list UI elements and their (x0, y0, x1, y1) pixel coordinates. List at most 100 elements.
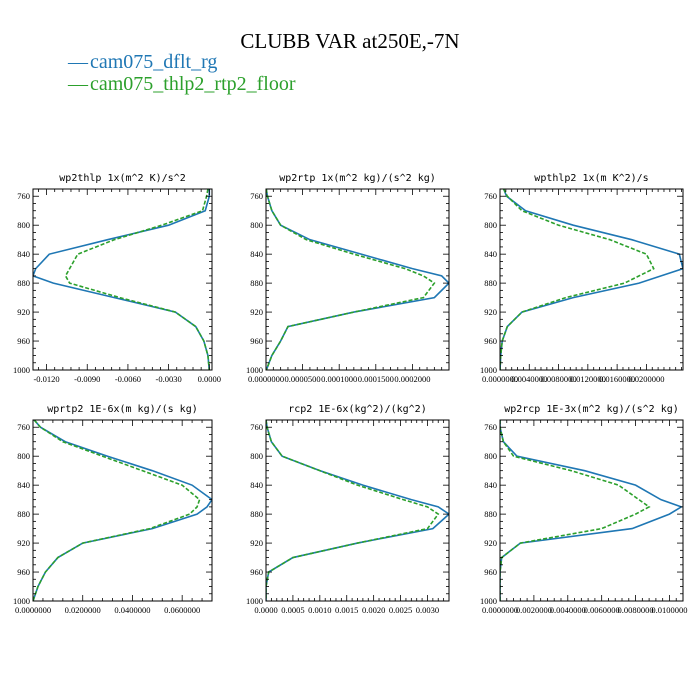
x-tick-label: 0.0000500 (285, 374, 321, 384)
x-tick-label: 0.0000000 (248, 374, 284, 384)
y-tick-label: 920 (484, 307, 497, 317)
legend-marker-2: — (67, 73, 89, 95)
panel-2: wp2rtp 1x(m^2 kg)/(s^2 kg) 760 800 840 880 92… (246, 173, 450, 384)
y-tick-label: 840 (17, 249, 30, 259)
y-tick-label: 840 (17, 480, 30, 490)
x-tick-label: 0.0100000 (651, 605, 687, 615)
y-tick-label: 840 (484, 480, 497, 490)
y-tick-label: 840 (250, 480, 263, 490)
series-line-2 (33, 420, 201, 601)
series-line-2 (500, 420, 651, 601)
y-tick-label: 1000 (13, 596, 30, 606)
y-tick-label: 1000 (480, 596, 497, 606)
panel-title: rcp2 1E-6x(kg^2)/(kg^2) (288, 404, 426, 415)
panel-1: wp2thlp 1x(m^2 K)/s^2 760 800 840 880 920 960 1… (13, 173, 221, 384)
panel-4: wprtp2 1E-6x(m kg)/(s kg) 760 800 840 880 920… (13, 404, 213, 615)
plot-frame (499, 419, 684, 602)
y-tick-label: 960 (250, 567, 263, 577)
x-tick-label: 0.0030 (416, 605, 439, 615)
panel-3: wpthlp2 1x(m K^2)/s 760 800 840 880 920 960 100… (480, 173, 684, 384)
legend-entry-1: cam075_dflt_rg (90, 51, 217, 73)
y-tick-label: 880 (484, 509, 497, 519)
x-tick-label: -0.0090 (74, 374, 100, 384)
x-tick-label: 0.0002000 (394, 374, 430, 384)
x-tick-label: 0.0000 (198, 374, 221, 384)
x-tick-label: 0.0000 (254, 605, 277, 615)
y-tick-label: 760 (17, 422, 30, 432)
x-tick-label: 0.0000000 (482, 374, 518, 384)
y-tick-label: 840 (250, 249, 263, 259)
x-tick-label: -0.0030 (155, 374, 181, 384)
x-tick-label: 0.0600000 (164, 605, 200, 615)
x-tick-label: 0.0200000 (65, 605, 101, 615)
y-tick-label: 920 (17, 538, 30, 548)
series-line-2 (266, 420, 440, 601)
x-tick-label: 0.0160000 (599, 374, 635, 384)
x-tick-label: 0.0001500 (358, 374, 394, 384)
series-line-1 (500, 189, 683, 370)
y-tick-label: 1000 (246, 596, 263, 606)
y-tick-label: 840 (484, 249, 497, 259)
legend-marker-1: — (67, 51, 89, 73)
y-tick-label: 920 (250, 307, 263, 317)
y-tick-label: 880 (17, 278, 30, 288)
figure-title: CLUBB VAR at250E,-7N (240, 29, 459, 53)
series-line-2 (64, 189, 211, 370)
x-tick-label: 0.0020000 (516, 605, 552, 615)
y-tick-label: 800 (250, 451, 263, 461)
y-tick-label: 960 (484, 336, 497, 346)
panel-title: wp2rtp 1x(m^2 kg)/(s^2 kg) (279, 173, 436, 184)
y-tick-label: 1000 (13, 365, 30, 375)
x-tick-label: 0.0025 (389, 605, 412, 615)
y-tick-label: 1000 (246, 365, 263, 375)
panel-title: wp2rcp 1E-3x(m^2 kg)/(s^2 kg) (504, 404, 679, 415)
y-tick-label: 760 (484, 191, 497, 201)
series-line-2 (266, 189, 436, 370)
x-tick-label: 0.0200000 (628, 374, 664, 384)
panel-title: wp2thlp 1x(m^2 K)/s^2 (59, 173, 185, 184)
x-tick-label: 0.0010 (308, 605, 331, 615)
x-tick-label: 0.0015 (335, 605, 358, 615)
x-tick-label: 0.0040000 (511, 374, 547, 384)
x-tick-label: 0.0020 (362, 605, 385, 615)
y-tick-label: 760 (250, 191, 263, 201)
legend-entry-2: cam075_thlp2_rtp2_floor (90, 73, 296, 95)
plot-frame (32, 188, 213, 371)
y-tick-label: 760 (484, 422, 497, 432)
y-tick-label: 800 (250, 220, 263, 230)
panel-title: wpthlp2 1x(m K^2)/s (534, 173, 648, 184)
y-tick-label: 800 (484, 220, 497, 230)
x-tick-label: -0.0060 (115, 374, 141, 384)
y-tick-label: 880 (484, 278, 497, 288)
y-tick-label: 760 (250, 422, 263, 432)
plot-frame (499, 188, 684, 371)
y-tick-label: 920 (17, 307, 30, 317)
panel-5: rcp2 1E-6x(kg^2)/(kg^2) 760 800 840 880 920 96… (246, 404, 450, 615)
x-tick-label: 0.0040000 (550, 605, 586, 615)
y-tick-label: 760 (17, 191, 30, 201)
y-tick-label: 1000 (480, 365, 497, 375)
x-tick-label: -0.0120 (33, 374, 59, 384)
x-tick-label: 0.0080000 (540, 374, 576, 384)
panels: wp2thlp 1x(m^2 K)/s^2 760 800 840 880 920 960 1… (13, 173, 688, 615)
x-tick-label: 0.0120000 (570, 374, 606, 384)
y-tick-label: 960 (17, 336, 30, 346)
y-tick-label: 800 (17, 220, 30, 230)
y-tick-label: 920 (484, 538, 497, 548)
y-tick-label: 800 (17, 451, 30, 461)
x-tick-label: 0.0080000 (617, 605, 653, 615)
x-tick-label: 0.0001000 (321, 374, 357, 384)
legend: — cam075_dflt_rg — cam075_thlp2_rtp2_flo… (67, 51, 296, 95)
x-tick-label: 0.0005 (281, 605, 304, 615)
x-tick-label: 0.0060000 (584, 605, 620, 615)
y-tick-label: 920 (250, 538, 263, 548)
y-tick-label: 880 (250, 509, 263, 519)
y-tick-label: 960 (17, 567, 30, 577)
y-tick-label: 960 (250, 336, 263, 346)
x-tick-label: 0.0000000 (482, 605, 518, 615)
x-tick-label: 0.0400000 (114, 605, 150, 615)
y-tick-label: 960 (484, 567, 497, 577)
y-tick-label: 880 (250, 278, 263, 288)
x-tick-label: 0.0000000 (15, 605, 51, 615)
